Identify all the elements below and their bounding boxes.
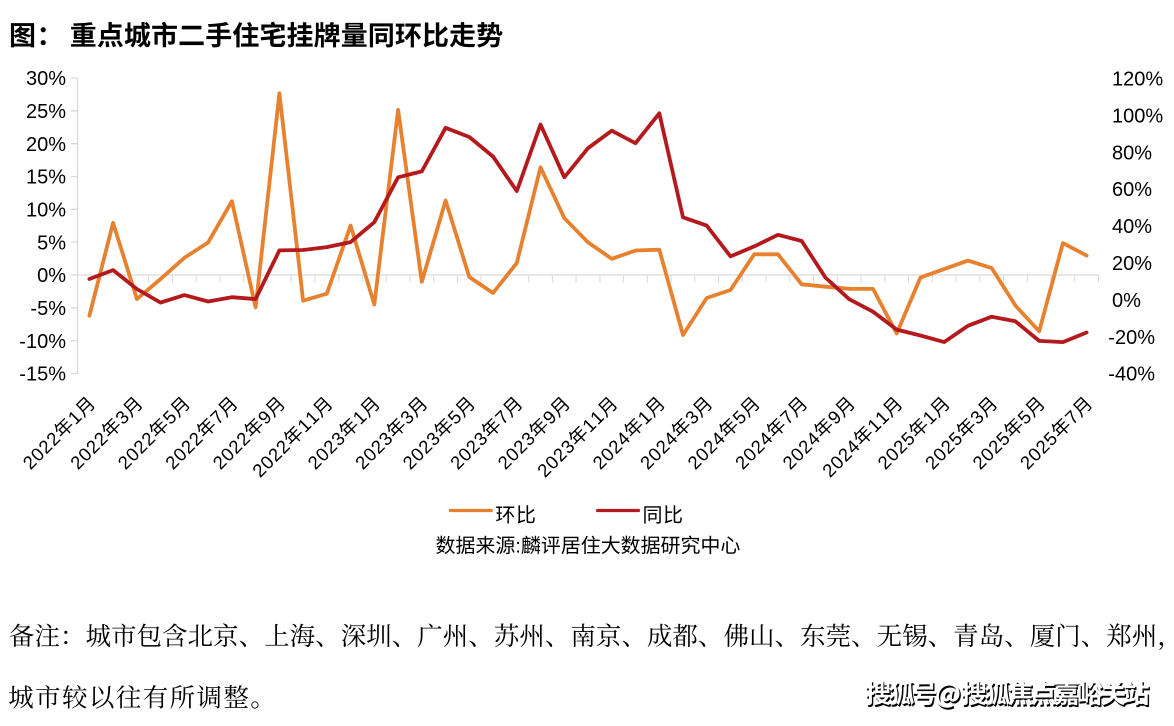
svg-text:10%: 10% bbox=[26, 200, 66, 222]
svg-text:5%: 5% bbox=[37, 232, 66, 254]
svg-text:30%: 30% bbox=[26, 68, 66, 90]
svg-text:120%: 120% bbox=[1112, 69, 1163, 91]
svg-text:0%: 0% bbox=[37, 265, 66, 287]
svg-text:-15%: -15% bbox=[19, 364, 66, 386]
svg-text:15%: 15% bbox=[26, 167, 66, 189]
svg-text:20%: 20% bbox=[26, 134, 66, 156]
svg-text:60%: 60% bbox=[1112, 179, 1152, 201]
svg-text:25%: 25% bbox=[26, 101, 66, 123]
svg-text:80%: 80% bbox=[1112, 142, 1152, 164]
svg-text:-40%: -40% bbox=[1108, 364, 1155, 386]
svg-text:-5%: -5% bbox=[30, 298, 66, 320]
svg-text:0%: 0% bbox=[1112, 290, 1141, 312]
svg-text:20%: 20% bbox=[1112, 253, 1152, 275]
svg-text:-10%: -10% bbox=[19, 331, 66, 353]
svg-text:40%: 40% bbox=[1112, 216, 1152, 238]
svg-text:-20%: -20% bbox=[1108, 327, 1155, 349]
svg-text:100%: 100% bbox=[1112, 105, 1163, 127]
